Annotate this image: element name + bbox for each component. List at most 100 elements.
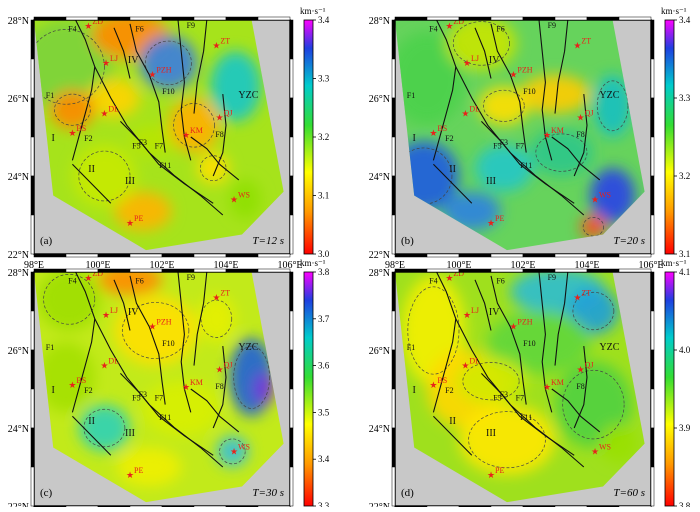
colorbar-tick-label: 3.3 (679, 93, 691, 103)
station-star-icon: ★ (463, 310, 471, 320)
colorbar-unit: km·s⁻¹ (300, 258, 326, 268)
y-tick-label: 24°N (369, 424, 390, 435)
y-tick-label: 28°N (369, 268, 390, 279)
fault-label: F2 (84, 386, 92, 395)
station-label: ZT (220, 36, 230, 45)
fault-label: F3 (500, 390, 508, 399)
fault-lines (71, 19, 240, 216)
region-label: III (486, 176, 496, 187)
fault-label: F9 (548, 21, 556, 30)
colorbar-tick-label: 3.7 (318, 314, 330, 324)
fault-label: F4 (68, 277, 76, 286)
colorbar-tick-label: 4.1 (679, 267, 690, 277)
station-label: ZT (581, 288, 591, 297)
region-label: IV (489, 55, 500, 66)
colorbar-tick-label: 3.1 (679, 249, 690, 259)
y-tick-label: 22°N (369, 250, 390, 261)
station-star-icon: ★ (148, 70, 156, 80)
region-label: YZC (599, 90, 619, 101)
region-label: I (52, 133, 55, 144)
region-label: YZC (238, 342, 258, 353)
station-label: BS (437, 376, 447, 385)
station-label: LJ (471, 306, 479, 315)
station-star-icon: ★ (102, 310, 110, 320)
station-star-icon: ★ (543, 130, 551, 140)
fault-label: F7 (516, 142, 524, 151)
x-tick-label: 98°E (24, 260, 44, 271)
fault-label: F4 (68, 25, 76, 34)
period-label: T=60 s (613, 487, 645, 499)
fault-label: F4 (429, 277, 437, 286)
colorbar-tick-label: 3.8 (318, 267, 330, 277)
colorbar-tick-label: 3.4 (318, 15, 330, 25)
colorbar-tick-label: 3.6 (318, 361, 330, 371)
y-tick-label: 26°N (8, 346, 29, 357)
station-label: ZD (453, 17, 464, 26)
station-star-icon: ★ (591, 194, 599, 204)
contour-lines (43, 273, 270, 465)
station-star-icon: ★ (84, 273, 92, 283)
fault-label: F7 (155, 142, 163, 151)
fault-label: F6 (135, 277, 143, 286)
y-tick-label: 22°N (8, 502, 29, 507)
fault-label: F1 (46, 343, 54, 352)
station-label: PZH (156, 66, 171, 75)
fault-label: F1 (407, 91, 415, 100)
panel-label: (b) (401, 235, 414, 247)
colorbar (664, 19, 675, 255)
station-label: WS (599, 442, 611, 451)
station-label: ZD (453, 269, 464, 278)
region-label: II (449, 416, 456, 427)
region-label: I (52, 385, 55, 396)
station-star-icon: ★ (148, 322, 156, 332)
fault-label: F1 (46, 91, 54, 100)
velocity-field (34, 272, 284, 503)
fault-label: F11 (159, 161, 171, 170)
colorbar-tick-label: 3.2 (318, 132, 329, 142)
colorbar (664, 271, 675, 507)
station-star-icon: ★ (487, 470, 495, 480)
colorbar-tick-label: 3.3 (318, 501, 330, 507)
colorbar-tick-label: 3.9 (679, 423, 691, 433)
colorbar-tick-label: 3.0 (318, 249, 330, 259)
fault-label: F5 (132, 394, 140, 403)
x-tick-label: 102°E (149, 260, 174, 271)
fault-label: F7 (516, 394, 524, 403)
fault-label: F10 (523, 87, 535, 96)
station-star-icon: ★ (68, 128, 76, 138)
station-star-icon: ★ (509, 70, 517, 80)
station-label: PE (134, 214, 143, 223)
colorbar-unit: km·s⁻¹ (661, 258, 687, 268)
contour-lines (34, 29, 227, 202)
fault-label: F11 (520, 413, 532, 422)
region-label: IV (128, 55, 139, 66)
x-tick-label: 104°E (574, 260, 599, 271)
fault-label: F8 (215, 130, 223, 139)
fault-lines (432, 19, 601, 216)
station-star-icon: ★ (591, 446, 599, 456)
station-star-icon: ★ (126, 470, 134, 480)
station-star-icon: ★ (487, 218, 495, 228)
station-label: BS (76, 376, 86, 385)
x-tick-label: 100°E (446, 260, 471, 271)
y-tick-label: 28°N (8, 268, 29, 279)
region-label: I (413, 385, 416, 396)
fault-label: F9 (548, 273, 556, 282)
station-star-icon: ★ (573, 40, 581, 50)
fault-label: F6 (135, 25, 143, 34)
station-label: DL (108, 105, 119, 114)
station-star-icon: ★ (577, 113, 585, 123)
station-label: ZD (92, 269, 103, 278)
station-star-icon: ★ (126, 218, 134, 228)
station-label: DL (469, 105, 480, 114)
station-star-icon: ★ (230, 446, 238, 456)
velocity-field (34, 20, 284, 251)
station-star-icon: ★ (577, 365, 585, 375)
fault-label: F6 (496, 25, 504, 34)
region-label: II (88, 164, 95, 175)
station-star-icon: ★ (100, 361, 108, 371)
station-label: ZT (220, 288, 230, 297)
